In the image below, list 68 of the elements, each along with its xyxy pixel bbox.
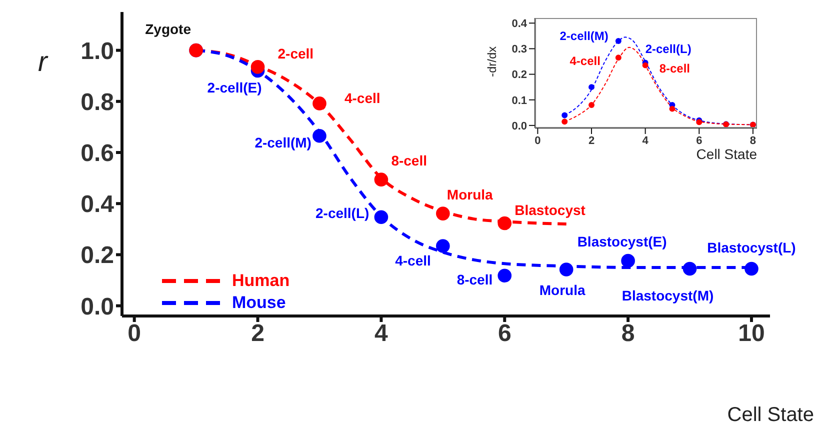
point [562, 118, 568, 125]
x-tick-label: 6 [696, 134, 702, 147]
annotation: 2-cell(L) [645, 42, 692, 56]
point [615, 38, 622, 44]
x-tick-label: 8 [750, 134, 756, 147]
annotation: 2-cell(M) [560, 29, 608, 44]
annotation: Morula [446, 186, 494, 202]
y-tick-label: 1.0 [80, 38, 114, 65]
y-tick-label: 0.0 [512, 120, 527, 132]
point [498, 268, 512, 283]
point [744, 262, 758, 276]
point [312, 129, 326, 143]
y-tick-label: 0.3 [512, 44, 527, 56]
y-tick-label: 0.6 [80, 140, 114, 168]
annotation: 2-cell(E) [207, 79, 262, 96]
y-tick-label: 0.2 [80, 242, 114, 270]
x-tick-label: 10 [738, 320, 765, 348]
x-tick-label: 6 [498, 320, 512, 348]
point [436, 239, 450, 253]
point [374, 172, 388, 186]
point [562, 112, 568, 118]
x-tick-label: 2 [251, 320, 264, 348]
annotation: 4-cell [570, 54, 600, 68]
annotation: Blastocyst [514, 202, 586, 218]
x-tick-label: 4 [374, 320, 389, 348]
annotation: Blastocyst(M) [622, 287, 714, 304]
point [498, 216, 512, 230]
point [642, 62, 648, 68]
y-tick-label: 0.1 [512, 94, 527, 107]
point [250, 60, 265, 74]
x-tick-label: 4 [642, 134, 650, 147]
y-tick-label: 0.0 [80, 293, 114, 320]
annotation: Blastocyst(E) [577, 234, 667, 250]
legend-label: Mouse [232, 293, 286, 313]
point [559, 262, 574, 276]
y-tick-label: 0.4 [80, 191, 115, 218]
annotation: 8-cell [456, 271, 493, 288]
x-tick-label: 2 [588, 134, 595, 147]
point [588, 84, 594, 90]
annotation: 4-cell [395, 252, 431, 269]
x-axis-title: Cell State [727, 404, 814, 427]
y-axis-title: r [38, 46, 48, 77]
annotation: Morula [539, 282, 586, 298]
annotation: 2-cell [278, 46, 314, 62]
y-tick-label: 0.8 [80, 88, 114, 116]
x-tick-label: 0 [534, 134, 541, 147]
annotation: Zygote [145, 21, 192, 38]
point [312, 96, 326, 110]
annotation: 8-cell [659, 61, 690, 76]
annotation: 8-cell [391, 152, 428, 168]
y-tick-label: 0.2 [512, 69, 527, 82]
point [621, 254, 635, 268]
x-tick-label: 8 [621, 320, 635, 348]
y-tick-label: 0.4 [512, 18, 528, 30]
point [588, 102, 594, 108]
annotation: 4-cell [344, 90, 380, 106]
x-tick-label: 0 [128, 320, 142, 348]
point [374, 210, 388, 224]
point [615, 54, 622, 61]
point [682, 262, 697, 276]
point [436, 206, 450, 220]
point [669, 106, 676, 112]
x-axis-title: Cell State [696, 146, 757, 162]
legend-label: Human [232, 271, 290, 291]
annotation: 2-cell(L) [316, 204, 370, 221]
annotation: Blastocyst(L) [707, 239, 796, 256]
annotation: 2-cell(M) [254, 134, 312, 151]
y-axis-title: -dr/dx [485, 46, 499, 77]
